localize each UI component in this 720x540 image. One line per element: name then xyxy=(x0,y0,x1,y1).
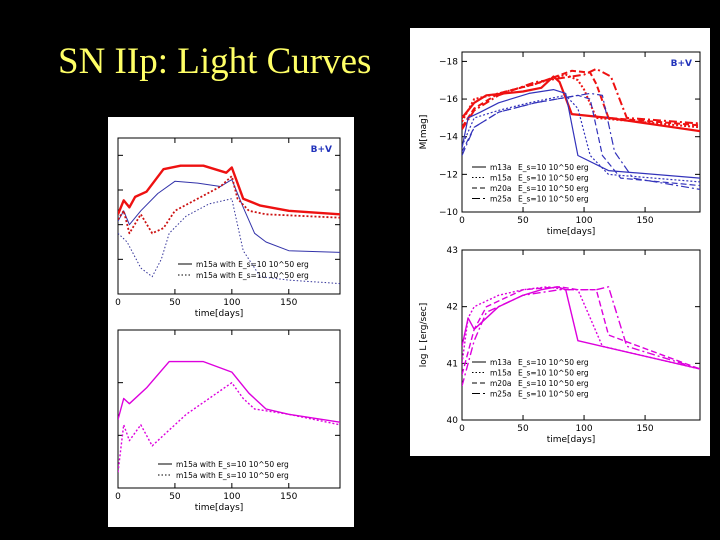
legend-label: m15a with E_s=10 10^50 erg xyxy=(196,260,309,269)
series-line xyxy=(462,89,700,179)
legend-label: E_s=10 10^50 erg xyxy=(518,174,589,183)
x-tick-label: 0 xyxy=(459,424,465,434)
y-axis-label: M[mag] xyxy=(419,115,429,150)
y-tick-label: 43 xyxy=(447,246,458,256)
series-group xyxy=(462,67,700,190)
x-tick-label: 150 xyxy=(636,424,653,434)
legend-label: E_s=10 10^50 erg xyxy=(518,390,589,399)
x-tick-label: 50 xyxy=(517,424,529,434)
legend-label: E_s=10 10^50 erg xyxy=(518,195,589,204)
x-axis-label: time[days] xyxy=(195,503,244,513)
chart-right-top: 0 50 100 150 −18 −16 −14 −12 −10 time[days] M[mag]… xyxy=(419,51,701,237)
series-line xyxy=(462,73,700,129)
series-line xyxy=(118,198,340,285)
y-tick-label: −14 xyxy=(439,133,458,143)
legend-model: m25a xyxy=(490,195,511,204)
x-tick-label: 150 xyxy=(636,216,653,226)
x-tick-label: 100 xyxy=(223,298,240,308)
x-axis-label: time[days] xyxy=(195,309,244,319)
x-tick-label: 50 xyxy=(517,216,529,226)
series-line xyxy=(462,92,700,190)
x-tick-label: 50 xyxy=(169,298,181,308)
chart-right-bottom: 0 50 100 150 40 41 42 43 time[days] log L [erg/se… xyxy=(419,246,701,445)
legend-model: m15a xyxy=(490,174,511,183)
plot-frame xyxy=(461,249,701,421)
series-line xyxy=(462,67,700,130)
slide-title: SN IIp: Light Curves xyxy=(58,41,372,82)
x-tick-label: 100 xyxy=(575,216,592,226)
series-line xyxy=(118,382,340,473)
legend-model: m13a xyxy=(490,358,511,367)
x-tick-label: 150 xyxy=(280,298,297,308)
plot-frame xyxy=(117,329,341,489)
x-tick-label: 0 xyxy=(459,216,465,226)
legend-label: E_s=10 10^50 erg xyxy=(518,163,589,172)
y-axis-label: log L [erg/sec] xyxy=(419,303,429,367)
series-line xyxy=(462,75,700,133)
series-line xyxy=(118,175,340,235)
y-tick-label: 42 xyxy=(447,303,458,313)
x-tick-label: 0 xyxy=(115,298,121,308)
right-figure: 0 50 100 150 −18 −16 −14 −12 −10 time[days] M[mag]… xyxy=(410,28,710,456)
series-line xyxy=(462,286,700,387)
x-axis-label: time[days] xyxy=(547,227,596,237)
chart-left-bottom: 0 50 100 150 time[days] m15a with E_s=10 10^5… xyxy=(115,329,341,513)
left-figure-svg: 0 50 100 150 time[days] B+V m15a with E_s=10 1… xyxy=(115,137,341,513)
y-tick-label: −10 xyxy=(439,208,458,218)
y-tick-label: −18 xyxy=(439,57,458,67)
series-group xyxy=(462,286,700,387)
series-line xyxy=(118,360,340,423)
series-group xyxy=(118,360,340,473)
legend-label: E_s=10 10^50 erg xyxy=(518,379,589,388)
series-line xyxy=(462,94,700,183)
y-tick-label: −12 xyxy=(439,170,458,180)
right-figure-svg: 0 50 100 150 −18 −16 −14 −12 −10 time[days] M[mag]… xyxy=(419,51,701,445)
x-tick-label: 100 xyxy=(575,424,592,434)
plot-frame xyxy=(117,137,341,295)
x-tick-label: 50 xyxy=(169,492,181,502)
series-line xyxy=(462,286,700,375)
y-tick-label: 41 xyxy=(447,359,458,369)
series-line xyxy=(118,179,340,253)
series-line xyxy=(118,164,340,216)
y-tick-label: 40 xyxy=(447,416,459,426)
x-tick-label: 150 xyxy=(280,492,297,502)
x-axis-label: time[days] xyxy=(547,435,596,445)
legend-label: m15a with E_s=10 10^50 erg xyxy=(176,471,289,480)
plot-frame xyxy=(461,51,701,213)
series-line xyxy=(462,286,700,370)
legend-model: m20a xyxy=(490,184,511,193)
series-line xyxy=(462,286,700,370)
series-group xyxy=(118,164,340,285)
legend-label: m15a with E_s=10 10^50 erg xyxy=(196,271,309,280)
legend-model: m20a xyxy=(490,379,511,388)
legend-label: E_s=10 10^50 erg xyxy=(518,358,589,367)
legend-model: m25a xyxy=(490,390,511,399)
left-figure: 0 50 100 150 time[days] B+V m15a with E_s=10 1… xyxy=(108,117,354,527)
legend-label: m15a with E_s=10 10^50 erg xyxy=(176,460,289,469)
band-label: B+V xyxy=(311,145,332,155)
chart-left-top: 0 50 100 150 time[days] B+V m15a with E_s=10 1… xyxy=(115,137,341,319)
legend-model: m15a xyxy=(490,369,511,378)
legend-label: E_s=10 10^50 erg xyxy=(518,184,589,193)
x-tick-label: 0 xyxy=(115,492,121,502)
x-tick-label: 100 xyxy=(223,492,240,502)
legend-model: m13a xyxy=(490,163,511,172)
legend-label: E_s=10 10^50 erg xyxy=(518,369,589,378)
band-label: B+V xyxy=(671,59,692,69)
series-line xyxy=(462,94,700,187)
y-tick-label: −16 xyxy=(439,95,458,105)
